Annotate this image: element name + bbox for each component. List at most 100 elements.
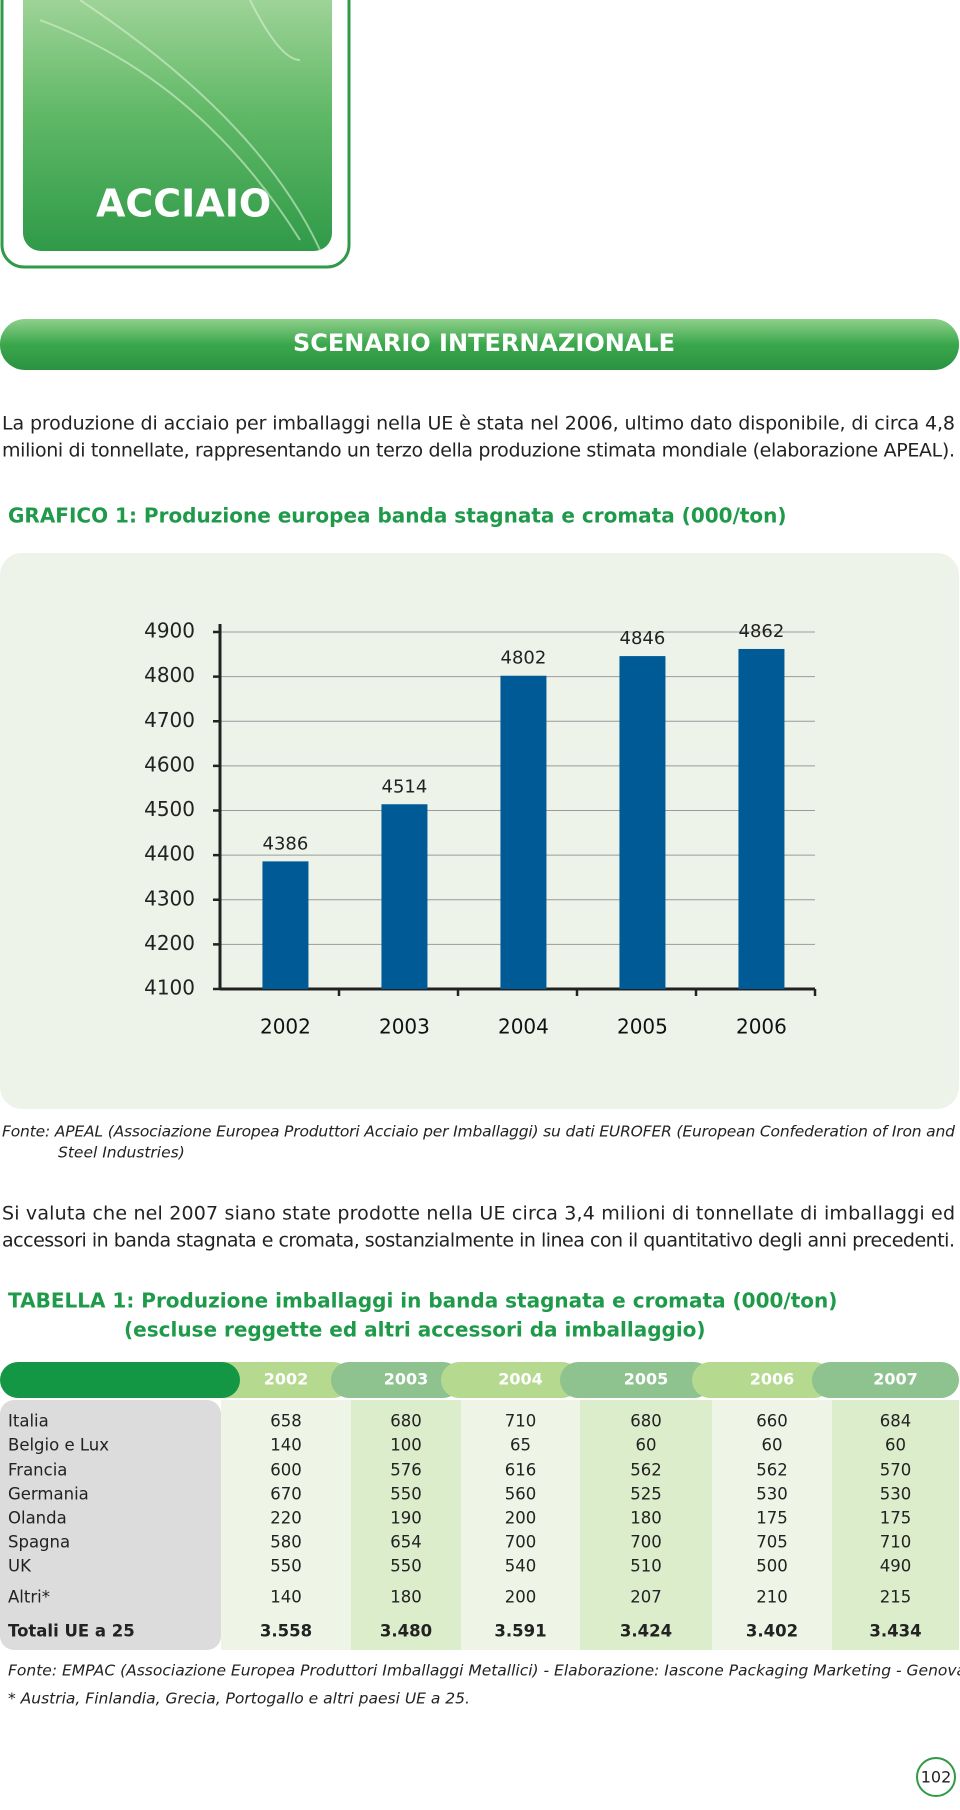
data-label: 4386 xyxy=(263,833,309,854)
paragraph-line: accessori in banda stagnata e cromata, s… xyxy=(2,1230,955,1252)
column-header xyxy=(201,1362,351,1398)
table-cell: 140 xyxy=(270,1588,302,1607)
column-header-label: 2005 xyxy=(624,1370,669,1389)
column-header xyxy=(441,1362,580,1398)
x-tick-label: 2004 xyxy=(498,1015,549,1039)
row-label: Germania xyxy=(8,1485,89,1504)
table-cell: 60 xyxy=(762,1436,783,1455)
table-cell: 700 xyxy=(630,1533,662,1552)
table-cell: 560 xyxy=(505,1485,537,1504)
y-tick-label: 4100 xyxy=(144,976,195,1000)
table-cell: 3.434 xyxy=(869,1622,921,1641)
table-cell: 65 xyxy=(510,1436,531,1455)
header-title: ACCIAIO xyxy=(96,182,271,226)
column-header xyxy=(560,1362,712,1398)
column-background xyxy=(351,1400,461,1650)
header-decoration xyxy=(39,0,321,251)
table-cell: 654 xyxy=(390,1533,422,1552)
table-cell: 60 xyxy=(885,1436,906,1455)
column-header xyxy=(812,1362,959,1398)
table-cell: 562 xyxy=(630,1461,662,1480)
data-label: 4846 xyxy=(620,628,666,649)
table-cell: 710 xyxy=(505,1412,537,1431)
table-cell: 550 xyxy=(270,1557,302,1576)
table-cell: 175 xyxy=(756,1509,788,1528)
page-number: 102 xyxy=(921,1768,952,1787)
column-header-label: 2002 xyxy=(264,1370,309,1389)
table-cell: 3.424 xyxy=(620,1622,672,1641)
table-cell: 525 xyxy=(630,1485,662,1504)
chart-title: GRAFICO 1: Produzione europea banda stag… xyxy=(8,504,787,528)
table-cell: 530 xyxy=(880,1485,912,1504)
bar xyxy=(619,656,666,989)
table-cell: 550 xyxy=(390,1557,422,1576)
column-header-label: 2007 xyxy=(873,1370,918,1389)
column-background xyxy=(221,1400,351,1650)
table-cell: 490 xyxy=(880,1557,912,1576)
table-cell: 180 xyxy=(390,1588,422,1607)
table-cell: 210 xyxy=(756,1588,788,1607)
column-background xyxy=(580,1400,712,1650)
row-label: Olanda xyxy=(8,1509,67,1528)
table-cell: 580 xyxy=(270,1533,302,1552)
table-cell: 3.402 xyxy=(746,1622,798,1641)
column-header xyxy=(331,1362,461,1398)
table-cell: 700 xyxy=(505,1533,537,1552)
y-tick-label: 4200 xyxy=(144,931,195,955)
data-label: 4802 xyxy=(501,648,547,669)
table-title: (escluse reggette ed altri accessori da … xyxy=(124,1318,706,1342)
paragraph-line: Fonte: APEAL (Associazione Europea Produ… xyxy=(2,1123,955,1141)
table-cell: 207 xyxy=(630,1588,662,1607)
table-cell: 3.591 xyxy=(494,1622,546,1641)
table-cell: 658 xyxy=(270,1412,302,1431)
x-tick-label: 2003 xyxy=(379,1015,430,1039)
table-cell: 550 xyxy=(390,1485,422,1504)
table-cell: 180 xyxy=(630,1509,662,1528)
table-cell: 680 xyxy=(390,1412,422,1431)
row-label: Spagna xyxy=(8,1533,70,1552)
table-cell: 562 xyxy=(756,1461,788,1480)
y-tick-label: 4400 xyxy=(144,842,195,866)
table-cell: 710 xyxy=(880,1533,912,1552)
table-cell: 190 xyxy=(390,1509,422,1528)
header-box xyxy=(23,0,332,251)
table-cell: 200 xyxy=(505,1509,537,1528)
data-label: 4514 xyxy=(382,776,428,797)
bar xyxy=(500,675,547,989)
table-cell: 616 xyxy=(505,1461,537,1480)
table-note: * Austria, Finlandia, Grecia, Portogallo… xyxy=(8,1690,470,1708)
table-cell: 660 xyxy=(756,1412,788,1431)
bar xyxy=(262,861,309,989)
table-title: TABELLA 1: Produzione imballaggi in band… xyxy=(8,1289,837,1313)
table-cell: 200 xyxy=(505,1588,537,1607)
paragraph-line: milioni di tonnellate, rappresentando un… xyxy=(2,440,955,462)
table-cell: 530 xyxy=(756,1485,788,1504)
y-tick-label: 4900 xyxy=(144,619,195,643)
row-label: Belgio e Lux xyxy=(8,1436,109,1455)
paragraph-line: Si valuta che nel 2007 siano state prodo… xyxy=(2,1203,955,1225)
table-cell: 140 xyxy=(270,1436,302,1455)
column-header-label: 2004 xyxy=(498,1370,543,1389)
page-number-circle xyxy=(916,1757,956,1797)
x-tick-label: 2002 xyxy=(260,1015,311,1039)
table-cell: 600 xyxy=(270,1461,302,1480)
table-cell: 576 xyxy=(390,1461,422,1480)
paragraph-line: La produzione di acciaio per imballaggi … xyxy=(2,413,955,435)
table-source: Fonte: EMPAC (Associazione Europea Produ… xyxy=(8,1662,960,1680)
bar xyxy=(738,648,785,989)
column-header xyxy=(692,1362,832,1398)
table-cell: 680 xyxy=(630,1412,662,1431)
table-cell: 175 xyxy=(880,1509,912,1528)
row-label: Totali UE a 25 xyxy=(8,1622,135,1641)
header-label-cell xyxy=(0,1362,240,1398)
column-header-label: 2003 xyxy=(384,1370,429,1389)
x-tick-label: 2006 xyxy=(736,1015,787,1039)
y-tick-label: 4800 xyxy=(144,663,195,687)
chart-background xyxy=(0,553,959,1109)
table-cell: 540 xyxy=(505,1557,537,1576)
table-cell: 705 xyxy=(756,1533,788,1552)
table-cell: 684 xyxy=(880,1412,912,1431)
row-label: Altri* xyxy=(8,1588,50,1607)
table-cell: 500 xyxy=(756,1557,788,1576)
table-cell: 215 xyxy=(880,1588,912,1607)
